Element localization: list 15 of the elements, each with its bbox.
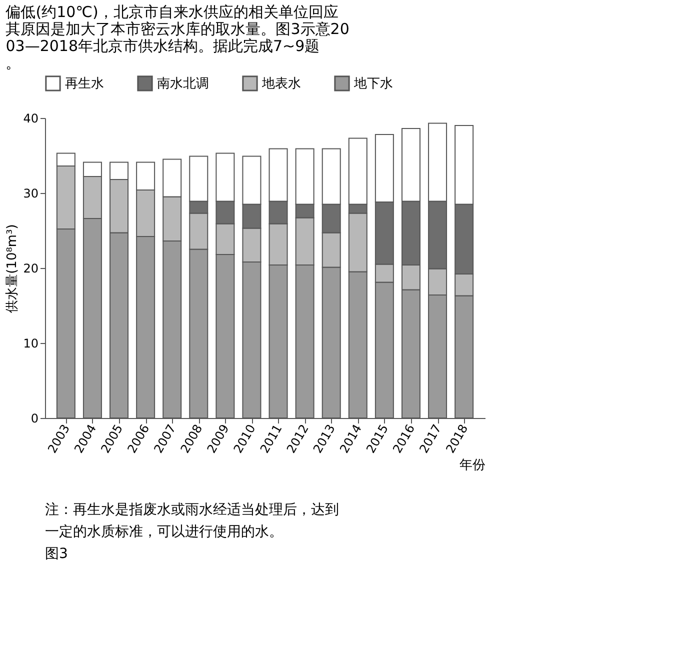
legend-label: 南水北调 <box>157 76 209 92</box>
text: 注：再生水是指废水或雨水经适当处理后，达到 <box>45 502 339 518</box>
y-tick-label: 30 <box>23 186 38 200</box>
y-tick-label: 40 <box>23 112 38 126</box>
chart-title: 偏低(约10℃)，北京市自来水供应的相关单位回应其原因是加大了本市密云水库的取水量。图3示意2003—2018年北京市供水结构。据此完成7~9题。 <box>6 3 350 72</box>
legend-label: 地表水 <box>261 76 301 92</box>
text: 一定的水质标准，可以进行使用的水。 <box>45 524 283 540</box>
y-tick-label: 10 <box>23 336 38 350</box>
y-tick-label: 0 <box>30 412 38 426</box>
legend-label: 再生水 <box>65 76 104 92</box>
y-tick-label: 20 <box>23 262 38 276</box>
legend-label: 地下水 <box>353 76 393 92</box>
caption: 图3 <box>45 546 68 562</box>
x-axis-title: 年份 <box>460 458 486 473</box>
y-axis-title: 供水量(10⁸m³) <box>5 224 20 313</box>
